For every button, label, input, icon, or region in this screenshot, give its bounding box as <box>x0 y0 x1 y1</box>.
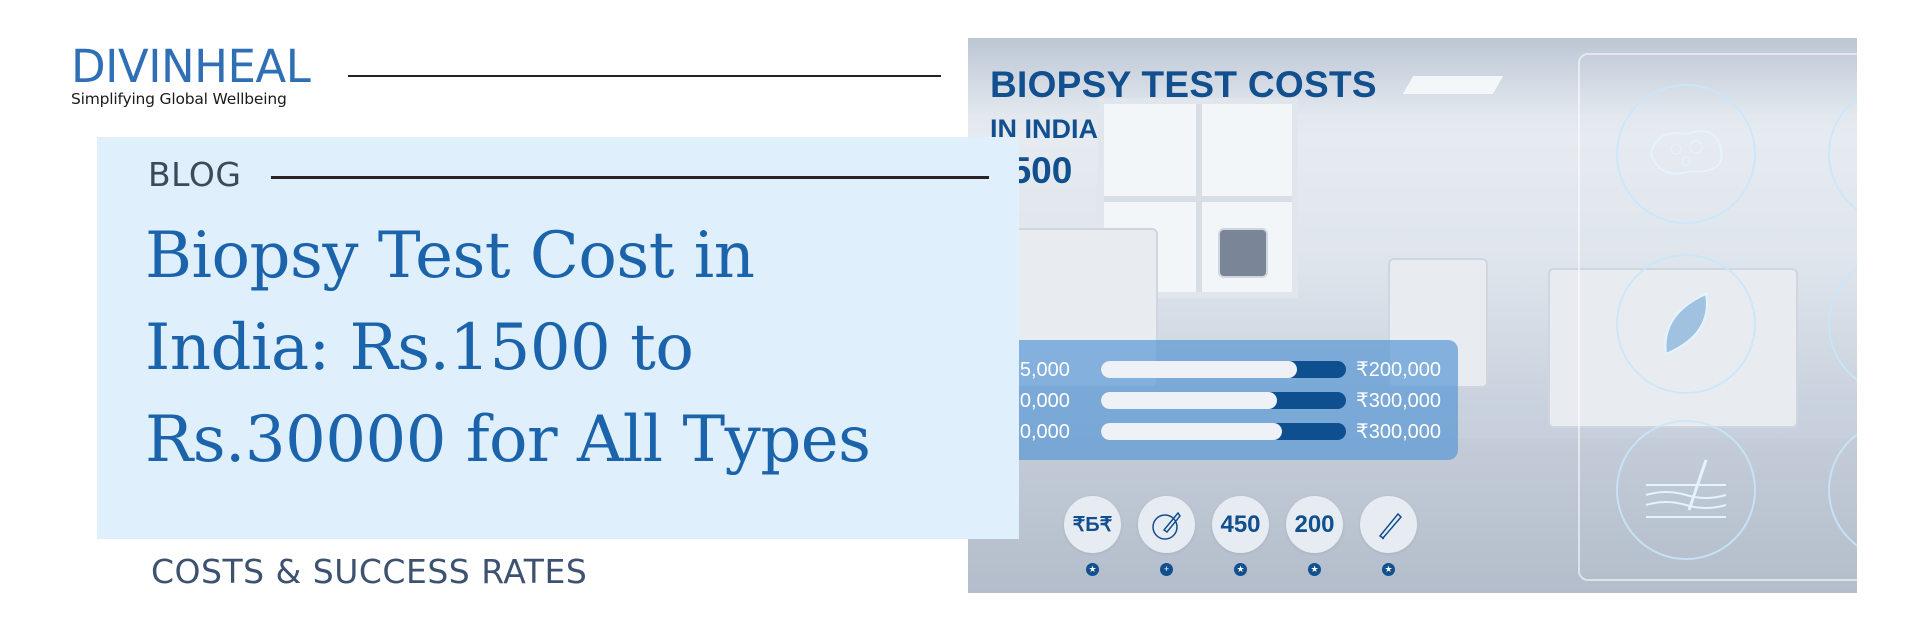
badge: ★ <box>1360 496 1417 576</box>
badge: 450 ★ <box>1212 496 1269 576</box>
star-dot-icon: ★ <box>1234 563 1247 576</box>
needle-icon <box>1360 496 1417 553</box>
rupee-icon: ₹Б₹ <box>1064 496 1121 553</box>
cost-range-row: ₹15,000 ₹200,000 <box>996 358 1442 381</box>
cost-max: ₹300,000 <box>1356 420 1442 443</box>
cost-max: ₹200,000 <box>1356 358 1442 381</box>
cell-leaf-icon <box>1616 254 1756 394</box>
badge-value: 200 <box>1286 496 1343 553</box>
cost-range-row: ₹30,000 ₹300,000 <box>996 389 1442 412</box>
badge-row: ₹Б₹ ★ + 450 ★ 200 ★ ★ <box>1064 496 1417 576</box>
star-dot-icon: ★ <box>1086 563 1099 576</box>
brand-tagline: Simplifying Global Wellbeing <box>71 90 287 108</box>
badge-value: 450 <box>1212 496 1269 553</box>
title-line: Biopsy Test Cost in <box>145 219 755 293</box>
title-line: India: Rs.1500 to <box>145 311 694 385</box>
badge: ₹Б₹ ★ <box>1064 496 1121 576</box>
page-title: Biopsy Test Cost in India: Rs.1500 to Rs… <box>145 210 1005 486</box>
cost-bar <box>1101 422 1346 440</box>
cost-range-row: ₹20,000 ₹300,000 <box>996 420 1442 443</box>
badge: 200 ★ <box>1286 496 1343 576</box>
category-label[interactable]: BLOG <box>148 155 242 194</box>
image-title: BIOPSY TEST COSTS <box>990 64 1377 105</box>
brand-name: DIVINHEAL <box>71 40 311 93</box>
plus-dot-icon: + <box>1160 563 1173 576</box>
tissue-sample-icon <box>1616 84 1756 224</box>
headline-card <box>97 137 1019 539</box>
lab-monitor <box>1218 228 1268 278</box>
header-divider <box>348 75 941 77</box>
skin-layer-biopsy-icon <box>1616 420 1756 560</box>
cost-max: ₹300,000 <box>1356 389 1442 412</box>
title-line: Rs.30000 for All Types <box>145 403 871 477</box>
cost-bar <box>1101 360 1346 378</box>
subtitle: COSTS & SUCCESS RATES <box>151 552 588 591</box>
icon-frame <box>1578 53 1857 581</box>
hero-image: BIOPSY TEST COSTS IN INDIA 1500 ₹15,000 … <box>968 38 1857 593</box>
star-dot-icon: ★ <box>1308 563 1321 576</box>
biopsy-probe-icon <box>1138 496 1195 553</box>
cost-bar <box>1101 391 1346 409</box>
badge: + <box>1138 496 1195 576</box>
category-divider <box>271 176 989 179</box>
star-dot-icon: ★ <box>1382 563 1395 576</box>
brand-logo[interactable]: DIVINHEAL Simplifying Global Wellbeing <box>71 40 311 109</box>
ceiling-light <box>1402 76 1504 94</box>
